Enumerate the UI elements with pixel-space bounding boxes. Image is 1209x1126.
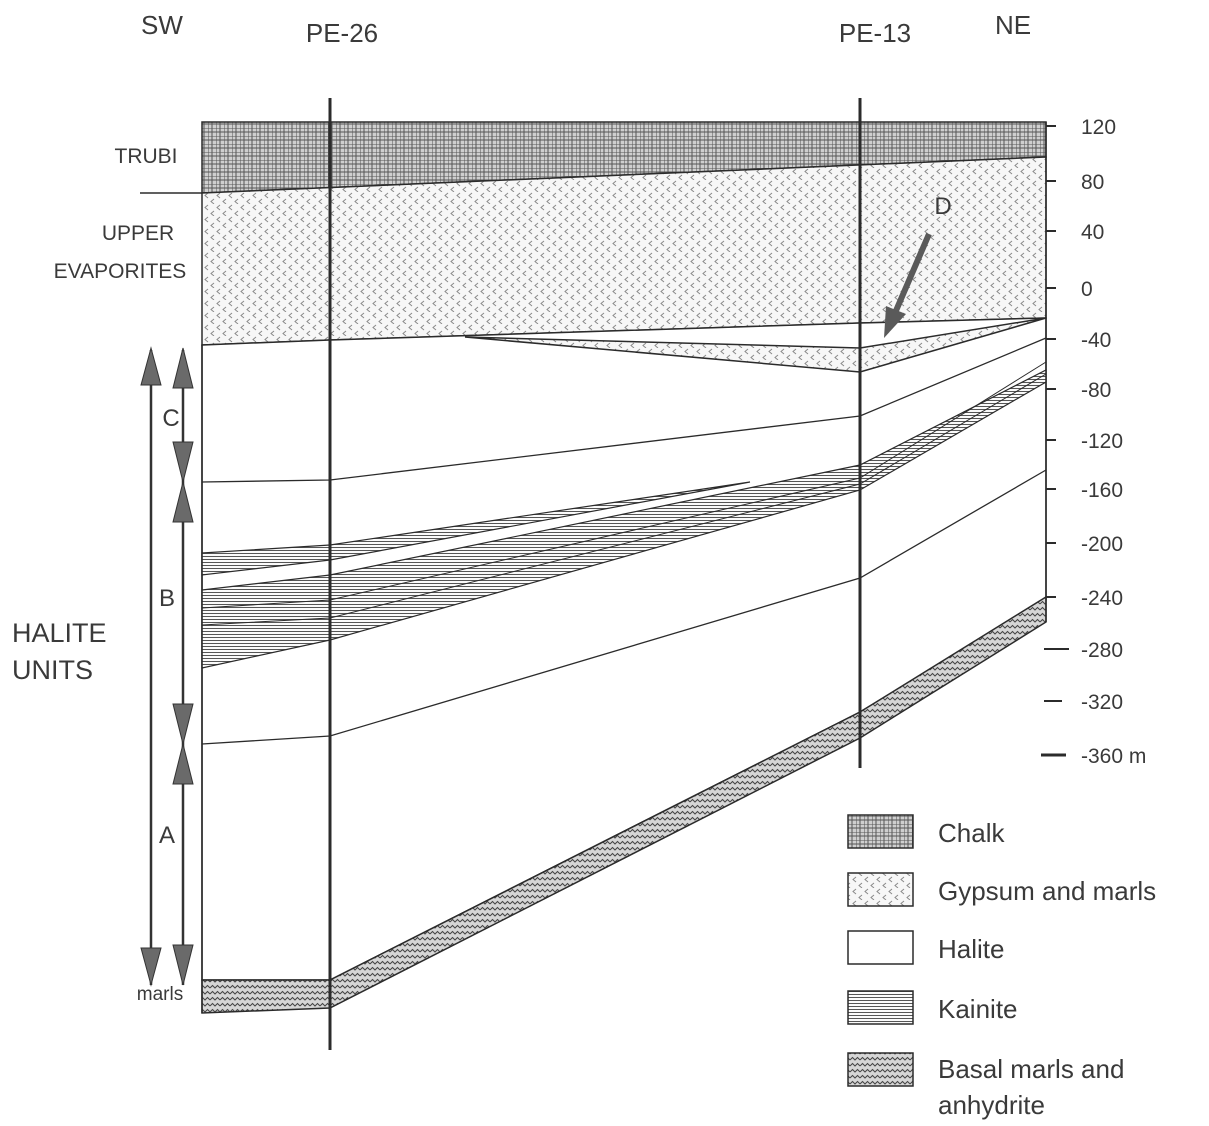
- contact-lines: [140, 122, 1047, 1013]
- annotation-d-arrow-shaft: [892, 232, 932, 315]
- legend-swatch-basal: [847, 1052, 914, 1087]
- depth-tick-label: -240: [1081, 587, 1123, 610]
- unit-c-label: C: [162, 405, 179, 432]
- legend-label-chalk: Chalk: [938, 818, 1005, 848]
- kainite-inner-line: [201, 361, 1047, 609]
- unit-a-label: A: [159, 822, 175, 849]
- legend-label-gypsum: Gypsum and marls: [938, 876, 1156, 906]
- annotation-d-arrowhead-icon: [884, 306, 906, 338]
- kainite-inner-line: [201, 373, 1047, 626]
- legend-swatch-gypsum: [847, 872, 914, 907]
- legend-swatch-halite: [847, 930, 914, 965]
- arrow-down-icon: [140, 947, 162, 987]
- upper-evaporites-label: UPPER: [102, 222, 174, 245]
- depth-tick-label: 80: [1081, 171, 1104, 194]
- unit-b-base-arrow-icon: [172, 703, 194, 745]
- depth-tick-label: 0: [1081, 278, 1093, 301]
- depth-tick-label: -80: [1081, 379, 1111, 402]
- arrow-up-icon: [140, 346, 162, 386]
- unit-c-top-arrow-icon: [172, 347, 194, 389]
- depth-tick-label: -120: [1081, 430, 1123, 453]
- sw-label: SW: [141, 10, 183, 40]
- depth-scale: 120 80 40 0 -40 -80 -120 -160 -200 -240 -280 -320 -3…: [1041, 116, 1146, 768]
- well-label-pe13: PE-13: [839, 18, 911, 48]
- unit-a-base-arrow-icon: [172, 944, 194, 986]
- unit-range-arrows: [140, 346, 194, 987]
- legend-label-halite: Halite: [938, 934, 1004, 964]
- legend-swatch-chalk: [847, 814, 914, 849]
- legend-label-kainite: Kainite: [938, 994, 1018, 1024]
- well-label-pe26: PE-26: [306, 18, 378, 48]
- halite-units-label: UNITS: [12, 655, 93, 685]
- unit-c-b-boundary: [201, 337, 1047, 483]
- depth-tick-label: 120: [1081, 116, 1116, 139]
- unit-b-top-arrow-icon: [172, 481, 194, 523]
- legend: Chalk Gypsum and marls Halite Kainite Ba…: [847, 814, 1156, 1120]
- upper-evaporites-label: EVAPORITES: [54, 260, 187, 283]
- depth-tick-label: -280: [1081, 639, 1123, 662]
- depth-tick-label: -360 m: [1081, 745, 1146, 768]
- legend-label-basal: Basal marls and: [938, 1054, 1124, 1084]
- unit-b-a-boundary: [201, 469, 1047, 745]
- depth-tick-label: -200: [1081, 533, 1123, 556]
- marls-label: marls: [137, 984, 183, 1005]
- depth-tick-label: -160: [1081, 479, 1123, 502]
- ne-label: NE: [995, 10, 1031, 40]
- legend-swatch-kainite: [847, 990, 914, 1025]
- legend-label-basal: anhydrite: [938, 1090, 1045, 1120]
- unit-c-base-arrow-icon: [172, 441, 194, 483]
- trubi-label: TRUBI: [115, 145, 178, 168]
- halite-units-label: HALITE: [12, 618, 107, 648]
- depth-tick-label: -320: [1081, 691, 1123, 714]
- unit-b-label: B: [159, 585, 175, 612]
- depth-tick-label: 40: [1081, 221, 1104, 244]
- unit-a-top-arrow-icon: [172, 743, 194, 785]
- depth-tick-label: -40: [1081, 329, 1111, 352]
- annotation-d-label: D: [934, 193, 951, 220]
